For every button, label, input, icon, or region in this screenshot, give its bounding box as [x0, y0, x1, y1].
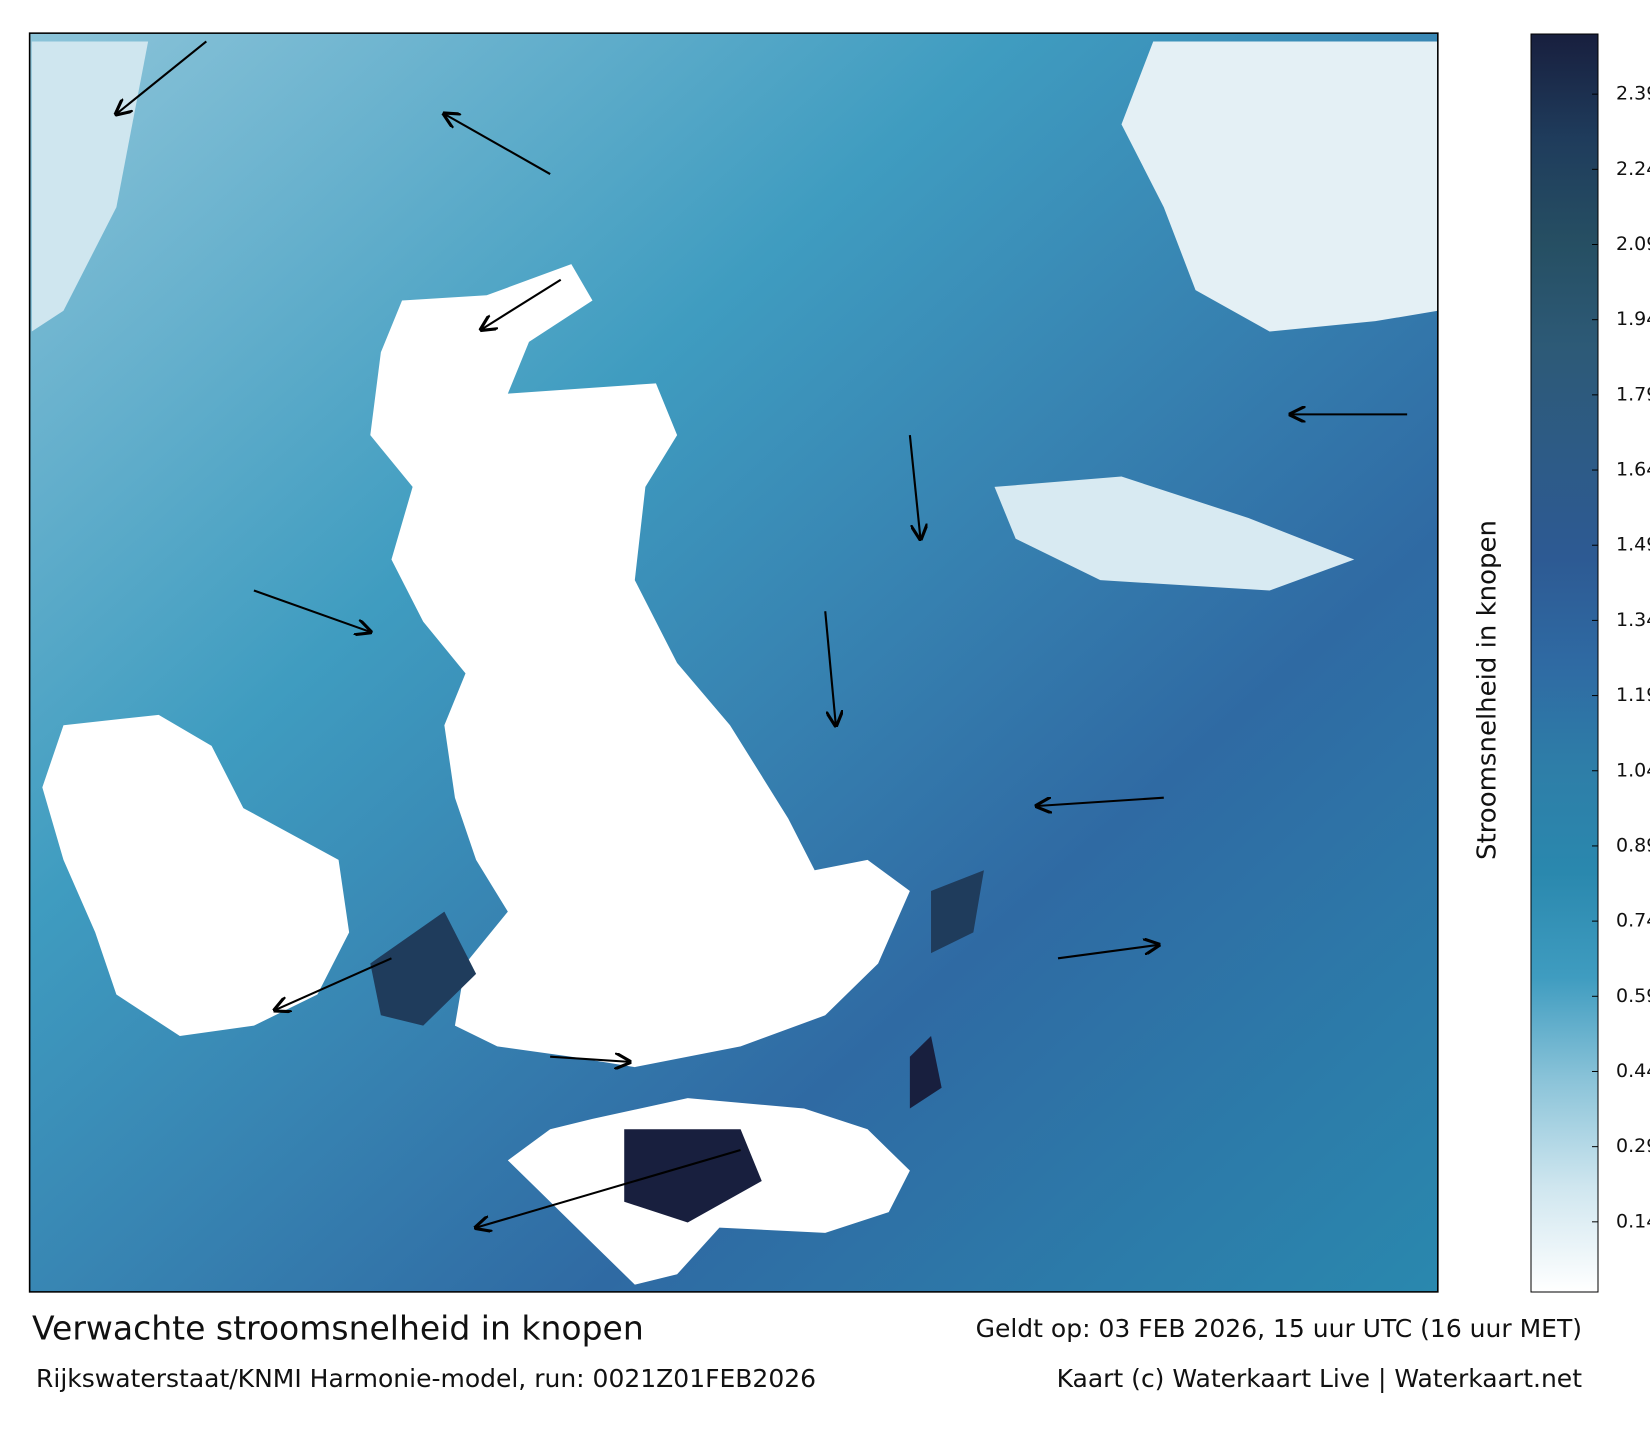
- current-arrow: [116, 40, 207, 114]
- current-arrow: [1057, 945, 1159, 960]
- colorbar-tick-label: 1.49: [1616, 534, 1650, 556]
- current-arrow: [1037, 796, 1164, 806]
- colorbar-tick-label: 0.14: [1616, 1210, 1650, 1232]
- colorbar-tick-label: 1.04: [1616, 759, 1650, 781]
- shallow-area: [1121, 41, 1438, 332]
- colorbar-tick-label: 0.44: [1616, 1060, 1650, 1082]
- current-arrow: [275, 957, 392, 1010]
- current-arrow: [444, 114, 551, 175]
- strong-current: [370, 911, 477, 1026]
- strong-current: [624, 1129, 762, 1223]
- land: [370, 264, 910, 1068]
- colorbar-tick-label: 2.24: [1616, 158, 1650, 180]
- current-arrow: [824, 611, 836, 725]
- map-frame: [28, 32, 1439, 1293]
- colorbar-tick-label: 0.89: [1616, 834, 1650, 856]
- colorbar: [1530, 33, 1599, 1293]
- strong-current: [909, 1036, 942, 1109]
- colorbar-tick-label: 0.74: [1616, 910, 1650, 932]
- colorbar-tick-label: 2.39: [1616, 83, 1650, 105]
- colorbar-tick-label: 1.79: [1616, 383, 1650, 405]
- colorbar-tick-label: 1.34: [1616, 609, 1650, 631]
- colorbar-tick-label: 0.29: [1616, 1135, 1650, 1157]
- valid-time: Geldt op: 03 FEB 2026, 15 uur UTC (16 uu…: [976, 1314, 1582, 1343]
- source: Rijkswaterstaat/KNMI Harmonie-model, run…: [36, 1364, 816, 1393]
- colorbar-tick-label: 1.94: [1616, 308, 1650, 330]
- strong-current: [931, 870, 984, 954]
- current-arrow: [253, 589, 370, 632]
- colorbar-tick-label: 2.09: [1616, 233, 1650, 255]
- current-arrow: [481, 278, 562, 330]
- current-arrow: [908, 435, 921, 539]
- map: [28, 32, 1439, 1293]
- title: Verwachte stroomsnelheid in knopen: [32, 1309, 644, 1348]
- shallow-area: [994, 476, 1355, 591]
- colorbar-tick-label: 1.19: [1616, 684, 1650, 706]
- current-arrow: [550, 1057, 629, 1062]
- land: [42, 714, 350, 1036]
- current-arrow: [476, 1148, 741, 1228]
- colorbar-tick-label: 1.64: [1616, 459, 1650, 481]
- colorbar-label: Stroomsnelheid in knopen: [1473, 520, 1503, 860]
- credit: Kaart (c) Waterkaart Live | Waterkaart.n…: [1057, 1364, 1583, 1393]
- colorbar-tick-label: 0.59: [1616, 985, 1650, 1007]
